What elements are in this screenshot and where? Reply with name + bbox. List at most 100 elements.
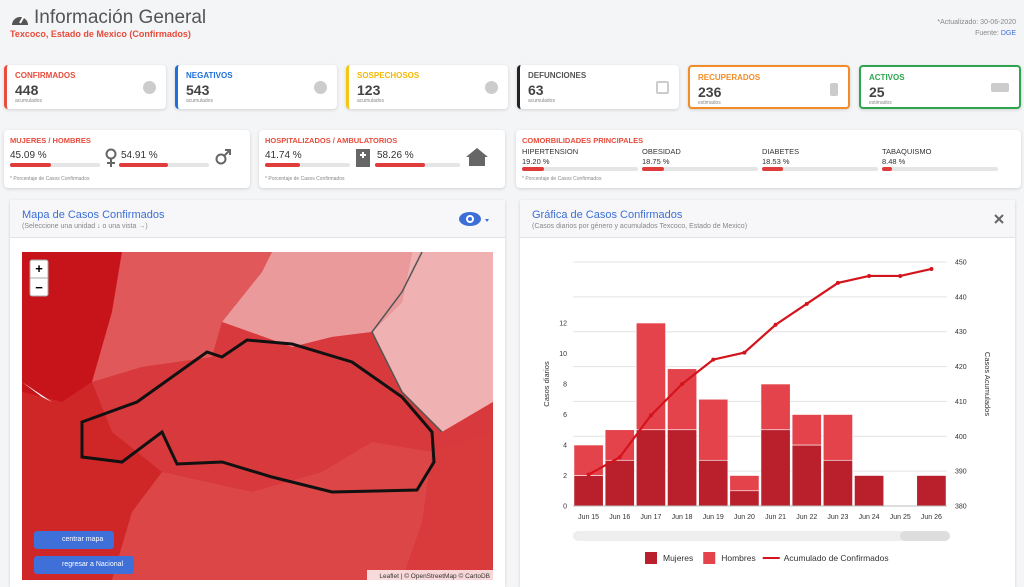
- bar-segment: [573, 475, 604, 507]
- x-tick-label: Jun 15: [578, 514, 599, 521]
- x-tick-label: Jun 22: [796, 514, 817, 521]
- percent-bar: [119, 163, 169, 167]
- card-note: acumulados: [357, 98, 384, 104]
- map[interactable]: + − Leaflet | © OpenStreetMap © CartoDB: [22, 252, 493, 580]
- percent-bar: [375, 163, 425, 167]
- source-label: Fuente:: [975, 30, 999, 37]
- card-note: acumulados: [186, 98, 213, 104]
- percent-label: 54.91 %: [121, 150, 158, 161]
- card-title: COMORBILIDADES PRINCIPALES: [522, 136, 644, 145]
- legend-label: Mujeres: [663, 553, 693, 563]
- percent-bar: [882, 167, 892, 171]
- x-tick-label: Jun 24: [859, 514, 880, 521]
- y2-axis-title: Casos Acumulados: [983, 352, 992, 416]
- line-point: [929, 266, 934, 271]
- line-point: [617, 455, 622, 460]
- map-attribution: Leaflet | © OpenStreetMap © CartoDB: [379, 572, 490, 580]
- percent-label: 19.20 %: [522, 157, 550, 166]
- chart-panel: Gráfica de Casos Confirmados (Casos diar…: [520, 200, 1015, 587]
- y2-tick-label: 400: [955, 434, 967, 441]
- button-label: centrar mapa: [62, 536, 104, 543]
- track: [882, 167, 998, 171]
- percent-bar: [762, 167, 784, 171]
- card-note: estimados: [869, 100, 892, 106]
- x-tick-label: Jun 16: [609, 514, 630, 521]
- y-tick-label: 6: [563, 412, 567, 419]
- scrollbar: [573, 531, 947, 541]
- bar-segment: [604, 459, 635, 507]
- stat-card: RECUPERADOS 236 estimados: [688, 65, 850, 109]
- panel-subtitle: (Casos diarios por género y acumulados T…: [532, 223, 748, 230]
- track: [762, 167, 878, 171]
- center-map-button[interactable]: centrar mapa: [34, 531, 114, 549]
- view-toggle[interactable]: [458, 210, 492, 228]
- y2-tick-label: 450: [955, 260, 967, 267]
- hospital-icon: [356, 149, 370, 167]
- card-label: NEGATIVOS: [186, 71, 233, 80]
- percent-bar: [642, 167, 664, 171]
- y2-tick-label: 380: [955, 504, 967, 511]
- y2-tick-label: 440: [955, 294, 967, 301]
- line-point: [773, 322, 778, 327]
- panel-subtitle: (Seleccione una unidad ↓ o una vista →): [22, 223, 148, 230]
- card-label: DEFUNCIONES: [528, 71, 587, 80]
- comorbidity-name: DIABETES: [762, 147, 800, 156]
- source-link[interactable]: DGE: [1000, 30, 1016, 37]
- y2-tick-label: 410: [955, 399, 967, 406]
- line-point: [680, 382, 685, 386]
- panel-title: Mapa de Casos Confirmados: [22, 209, 165, 221]
- female-icon: [105, 148, 117, 167]
- close-button[interactable]: [994, 214, 1004, 224]
- y2-tick-label: 430: [955, 329, 967, 336]
- card-note: estimados: [698, 100, 721, 106]
- y2-tick-label: 420: [955, 364, 967, 371]
- percent-label: 41.74 %: [265, 150, 302, 161]
- ribbon-icon: [656, 81, 669, 94]
- track: [119, 163, 209, 167]
- bar-segment: [791, 414, 822, 446]
- map-panel: Mapa de Casos Confirmados (Seleccione un…: [10, 200, 505, 587]
- back-button[interactable]: regresar a Nacional: [34, 556, 134, 574]
- line-point: [804, 301, 809, 306]
- zoom-in[interactable]: +: [35, 261, 43, 276]
- x-tick-label: Jun 25: [890, 514, 911, 521]
- gauge-icon: [12, 15, 28, 25]
- x-tick-label: Jun 26: [921, 514, 942, 521]
- card-value: 236: [698, 84, 722, 100]
- x-tick-label: Jun 17: [640, 514, 661, 521]
- x-tick-label: Jun 23: [827, 514, 848, 521]
- bar-segment: [667, 368, 698, 431]
- line-point: [586, 472, 591, 477]
- percent-label: 18.53 %: [762, 157, 790, 166]
- x-tick-label: Jun 18: [672, 514, 693, 521]
- comorbidity-name: HIPERTENSION: [522, 147, 579, 156]
- comorbidities-card: COMORBILIDADES PRINCIPALES HIPERTENSION 1…: [516, 130, 1021, 188]
- bed-icon: [991, 83, 1009, 92]
- plus-icon: [143, 81, 156, 94]
- legend-swatch: [703, 552, 716, 564]
- percent-bar: [10, 163, 51, 167]
- y-tick-label: 12: [559, 321, 567, 328]
- card-title: MUJERES / HOMBRES: [10, 136, 91, 145]
- line-point: [867, 273, 872, 278]
- panel-header: Mapa de Casos Confirmados (Seleccione un…: [10, 200, 505, 238]
- bar-segment: [698, 398, 729, 461]
- card-title: HOSPITALIZADOS / AMBULATORIOS: [265, 136, 398, 145]
- line-point: [835, 280, 840, 285]
- walk-icon: [830, 83, 838, 96]
- zoom-out[interactable]: −: [35, 280, 43, 295]
- panel-header: Gráfica de Casos Confirmados (Casos diar…: [520, 200, 1015, 238]
- percent-label: 45.09 %: [10, 150, 47, 161]
- y-tick-label: 4: [563, 443, 567, 450]
- panel-title: Gráfica de Casos Confirmados: [532, 209, 683, 221]
- scroll-handle: [900, 531, 950, 541]
- legend-label: Hombres: [721, 553, 755, 563]
- bar-segment: [760, 383, 791, 431]
- y-tick-label: 0: [563, 504, 567, 511]
- source: Fuente: DGE: [975, 30, 1016, 37]
- percent-bar: [265, 163, 301, 167]
- percent-label: 8.48 %: [882, 157, 906, 166]
- x-tick-label: Jun 20: [734, 514, 755, 521]
